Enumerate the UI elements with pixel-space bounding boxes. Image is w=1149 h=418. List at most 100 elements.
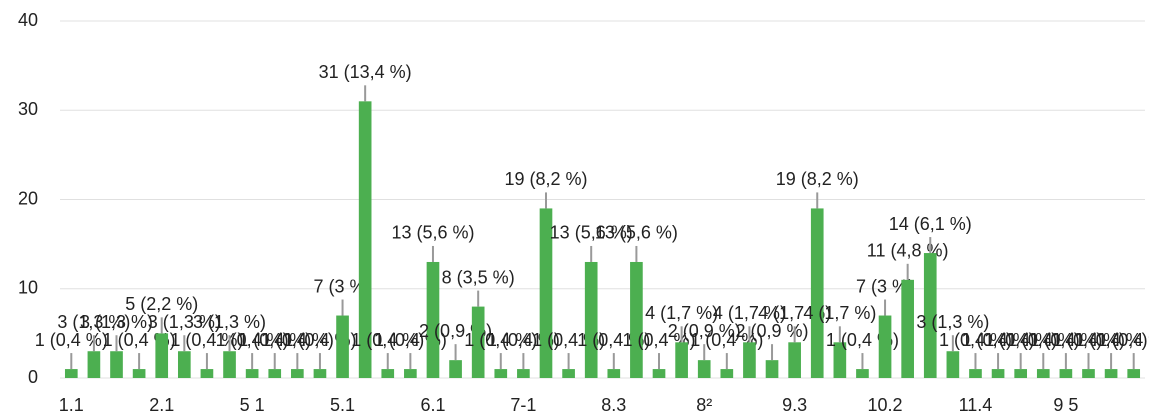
data-label: 13 (5,6 %): [391, 223, 474, 243]
data-label: 1 (0,4 %): [464, 330, 537, 350]
data-label: 1 (0,4 %): [261, 330, 334, 350]
data-label: 3 (1,3 %): [57, 312, 130, 332]
bar: [743, 342, 756, 378]
x-tick-label: 8²: [696, 395, 712, 415]
bar: [1127, 369, 1141, 378]
bar: [788, 342, 801, 378]
data-label: 1 (0,4 %): [1097, 330, 1149, 350]
x-tick-label: 6.1: [420, 395, 445, 415]
bar: [517, 369, 530, 378]
bar: [765, 360, 779, 378]
bar: [87, 351, 101, 378]
bar: [200, 369, 214, 378]
bar: [946, 351, 960, 378]
x-tick-label: 1.1: [59, 395, 84, 415]
bar: [313, 369, 327, 378]
bar: [856, 369, 869, 378]
bar: [991, 369, 1005, 378]
bar: [833, 342, 847, 378]
data-label: 1 (0,4 %): [351, 330, 424, 350]
data-label: 1 (0,4 %): [216, 330, 289, 350]
data-label: 7 (3 %): [856, 276, 914, 296]
x-tick-label: 2.1: [149, 395, 174, 415]
data-label: 19 (8,2 %): [504, 169, 587, 189]
bar: [1104, 369, 1118, 378]
data-label: 19 (8,2 %): [776, 169, 859, 189]
y-tick-label: 20: [18, 188, 38, 208]
bar: [358, 101, 372, 378]
bar: [245, 369, 259, 378]
bar: [969, 369, 982, 378]
data-label: 2 (0,9 %): [736, 321, 809, 341]
bar: [1059, 369, 1073, 378]
data-label: 4 (1,7 %): [803, 303, 876, 323]
data-label: 5 (2,2 %): [125, 294, 198, 314]
x-tick-label: 9.3: [782, 395, 807, 415]
bar: [720, 369, 734, 378]
bar: [449, 360, 462, 378]
y-tick-label: 0: [28, 367, 38, 387]
bar: [291, 369, 304, 378]
data-label: 1 (0,4 %): [35, 330, 108, 350]
bar: [1082, 369, 1095, 378]
bar: [810, 208, 824, 378]
bar: [426, 261, 440, 378]
bar: [923, 253, 937, 378]
y-tick-label: 40: [18, 10, 38, 30]
data-label: 13 (5,6 %): [595, 223, 678, 243]
data-label: 1 (0,4 %): [984, 330, 1057, 350]
bar: [878, 315, 892, 378]
data-label: 8 (3,5 %): [442, 267, 515, 287]
bar: [901, 279, 914, 378]
data-label: 1 (0,4 %): [1007, 330, 1080, 350]
bar: [494, 369, 508, 378]
x-tick-label: 7-1: [510, 395, 536, 415]
bar: [675, 342, 688, 378]
data-label: 4 (1,7 %): [645, 303, 718, 323]
bar: [155, 333, 169, 378]
bar: [64, 369, 78, 378]
bar: [404, 369, 417, 378]
bar: [630, 261, 643, 378]
data-label: 3 (1,3 %): [916, 312, 989, 332]
bar: [1036, 369, 1050, 378]
data-label: 13 (5,6 %): [550, 223, 633, 243]
data-label: 31 (13,4 %): [319, 62, 412, 82]
data-label: 3 (1,3 %): [80, 312, 153, 332]
bar: [584, 261, 598, 378]
bar: [336, 315, 349, 378]
x-tick-label: 8.3: [601, 395, 626, 415]
data-label: 14 (6,1 %): [889, 214, 972, 234]
data-label: 1 (0,4 %): [939, 330, 1012, 350]
data-label: 1 (0,4 %): [962, 330, 1035, 350]
bar: [177, 351, 191, 378]
x-tick-label: 9 5: [1053, 395, 1078, 415]
data-label: 3 (1,3 %): [148, 312, 221, 332]
data-label: 4 (1,7 %): [713, 303, 786, 323]
data-label: 7 (3 %): [314, 276, 372, 296]
data-label: 1 (0,4 %): [238, 330, 311, 350]
x-tick-label: 5 1: [240, 395, 265, 415]
bar: [381, 369, 395, 378]
bar: [1014, 369, 1028, 378]
data-label: 1 (0,4 %): [1075, 330, 1148, 350]
data-label: 2 (0,9 %): [668, 321, 741, 341]
bar: [471, 306, 485, 378]
bar: [268, 369, 282, 378]
bar: [110, 351, 123, 378]
x-tick-label: 10.2: [868, 395, 903, 415]
data-label: 1 (0,4 %): [1029, 330, 1102, 350]
bar: [223, 351, 236, 378]
bar: [562, 369, 575, 378]
data-label: 1 (0,4 %): [170, 330, 243, 350]
y-tick-label: 30: [18, 99, 38, 119]
x-tick-label: 5.1: [330, 395, 355, 415]
bar: [607, 369, 621, 378]
data-label: 1 (0,4 %): [1052, 330, 1125, 350]
bar: [697, 360, 711, 378]
bar: [132, 369, 146, 378]
data-label: 3 (1,3 %): [193, 312, 266, 332]
bar: [652, 369, 666, 378]
